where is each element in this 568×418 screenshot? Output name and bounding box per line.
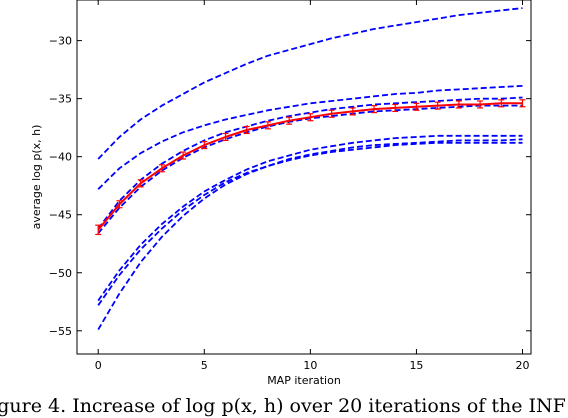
error-bar <box>286 116 293 125</box>
error-bar <box>243 125 250 135</box>
error-bar <box>116 200 123 209</box>
error-bar <box>307 113 314 122</box>
error-bar <box>158 164 165 173</box>
error-bar <box>95 224 102 236</box>
error-bar <box>180 151 187 160</box>
plot-frame <box>76 0 532 355</box>
series-line-1 <box>97 7 523 160</box>
series-line-3 <box>97 96 523 230</box>
series-line-5 <box>97 134 523 302</box>
tick-layer: 0 5 10 15 20 −55 −50 −45 −40 −35 −30 <box>49 0 531 372</box>
figure-caption: Figure 4. Increase of log p(x, h) over 2… <box>0 392 568 418</box>
figure-caption-text: Figure 4. Increase of log p(x, h) over 2… <box>0 395 566 417</box>
error-bar <box>455 100 462 109</box>
error-bar <box>264 121 271 130</box>
error-bar <box>371 105 378 114</box>
y-axis-label: average log p(x, h) <box>30 125 43 230</box>
series-layer <box>97 7 523 331</box>
error-bar <box>477 100 484 109</box>
x-tick-label: 15 <box>409 359 423 372</box>
x-axis-label: MAP iteration <box>267 374 341 387</box>
y-tick-label: −40 <box>49 151 72 164</box>
x-tick-label: 5 <box>201 359 208 372</box>
error-bar <box>349 107 356 116</box>
error-bar <box>519 99 526 108</box>
y-tick-label: −35 <box>49 93 72 106</box>
error-bar <box>498 99 505 108</box>
error-bar <box>392 103 399 113</box>
error-bar <box>328 109 335 118</box>
error-bar <box>222 132 229 142</box>
error-bar <box>434 101 441 110</box>
y-tick-label: −55 <box>49 325 72 338</box>
series-line-6 <box>97 141 523 306</box>
error-bar <box>201 141 208 150</box>
error-bar <box>413 102 420 111</box>
x-tick-label: 10 <box>303 359 317 372</box>
error-bar <box>137 179 144 188</box>
errorbar-layer <box>95 99 526 236</box>
x-tick-label: 0 <box>95 359 102 372</box>
series-line-7 <box>97 138 523 331</box>
x-tick-label: 20 <box>516 359 530 372</box>
y-tick-label: −30 <box>49 35 72 48</box>
y-tick-label: −50 <box>49 267 72 280</box>
y-tick-label: −45 <box>49 209 72 222</box>
